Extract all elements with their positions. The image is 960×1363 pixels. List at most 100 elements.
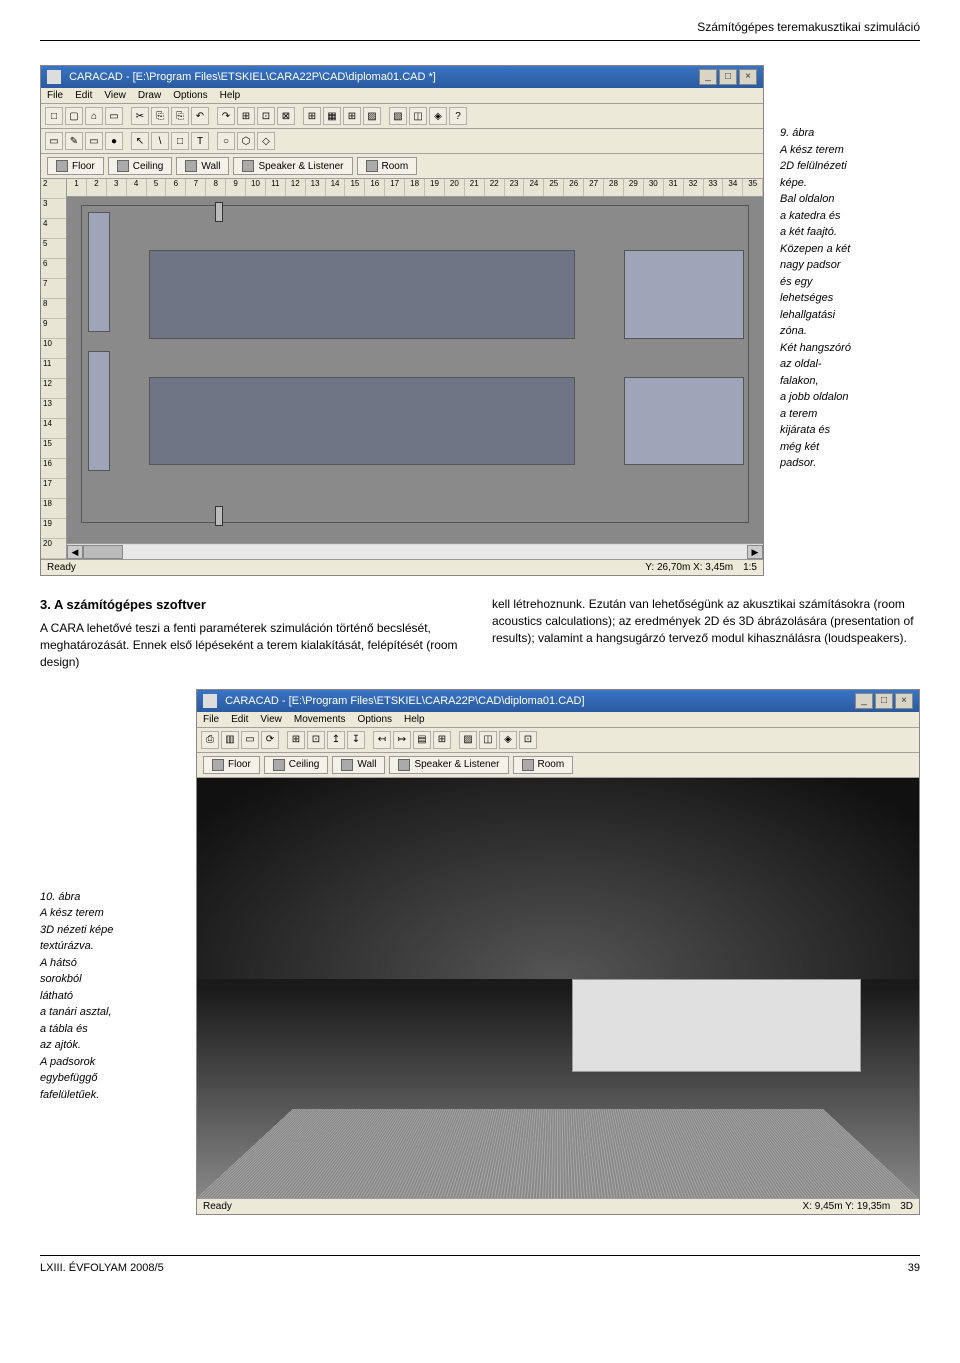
caption-line: Két hangszóró (780, 340, 920, 357)
toolbar-button[interactable]: ↖ (131, 132, 149, 150)
toolbar-button[interactable]: ⟳ (261, 731, 279, 749)
menu-file[interactable]: File (203, 714, 219, 725)
floor-3d (197, 1108, 919, 1197)
toolbar-button[interactable]: ▧ (389, 107, 407, 125)
toolbar-button[interactable]: ✂ (131, 107, 149, 125)
toolbar-button[interactable]: ◫ (409, 107, 427, 125)
menu-edit[interactable]: Edit (75, 90, 92, 101)
tab-floor[interactable]: Floor (203, 756, 260, 774)
canvas-3d[interactable] (197, 778, 919, 1198)
toolbar-button[interactable]: ↤ (373, 731, 391, 749)
ruler-tick: 7 (41, 279, 66, 299)
toolbar-button[interactable]: ◇ (257, 132, 275, 150)
menu-file[interactable]: File (47, 90, 63, 101)
minimize-button[interactable]: _ (699, 69, 717, 85)
toolbar-button[interactable]: ▨ (363, 107, 381, 125)
canvas-2d[interactable]: 234567891011121314151617181920 123456789… (41, 179, 763, 559)
close-button[interactable]: × (739, 69, 757, 85)
tab-wall[interactable]: Wall (332, 756, 385, 774)
toolbar-button[interactable]: ▭ (105, 107, 123, 125)
menu-draw[interactable]: Draw (138, 90, 161, 101)
toolbar-button[interactable]: ◈ (499, 731, 517, 749)
toolbar-button[interactable]: ⎙ (201, 731, 219, 749)
maximize-button[interactable]: □ (719, 69, 737, 85)
menu-edit[interactable]: Edit (231, 714, 248, 725)
toolbar-button[interactable]: ⊡ (519, 731, 537, 749)
ruler-tick: 14 (326, 179, 346, 196)
toolbar-button[interactable]: ▥ (221, 731, 239, 749)
ruler-tick: 15 (345, 179, 365, 196)
ruler-tick: 28 (604, 179, 624, 196)
toolbar-button[interactable]: ⊡ (307, 731, 325, 749)
menu-options[interactable]: Options (358, 714, 392, 725)
toolbar-button[interactable]: ↥ (327, 731, 345, 749)
scroll-track[interactable] (83, 545, 747, 559)
toolbar-button[interactable]: ◈ (429, 107, 447, 125)
caption-label: 10. ábra (40, 889, 180, 906)
floor-icon (212, 759, 224, 771)
toolbar-button[interactable]: ⊞ (287, 731, 305, 749)
toolbar-button[interactable]: ◫ (479, 731, 497, 749)
close-button[interactable]: × (895, 693, 913, 709)
toolbar-button[interactable]: ⊞ (303, 107, 321, 125)
status-zoom: 3D (900, 1201, 913, 1212)
ruler-tick: 29 (624, 179, 644, 196)
toolbar-button[interactable]: ⊞ (433, 731, 451, 749)
toolbar-button[interactable]: ⊡ (257, 107, 275, 125)
toolbar-button[interactable]: ▢ (65, 107, 83, 125)
caption-line: falakon, (780, 373, 920, 390)
tab-floor[interactable]: Floor (47, 157, 104, 175)
menu-help[interactable]: Help (404, 714, 425, 725)
toolbar-button[interactable]: ⎘ (171, 107, 189, 125)
page-header: Számítógépes teremakusztikai szimuláció (40, 20, 920, 41)
tab-room[interactable]: Room (513, 756, 574, 774)
scroll-left-button[interactable]: ◀ (67, 545, 83, 559)
floor-icon (56, 160, 68, 172)
menu-movements[interactable]: Movements (294, 714, 346, 725)
toolbar-button[interactable]: ✎ (65, 132, 83, 150)
menu-view[interactable]: View (104, 90, 126, 101)
toolbar-button[interactable]: T (191, 132, 209, 150)
toolbar-button[interactable]: ○ (217, 132, 235, 150)
toolbar-button[interactable]: □ (45, 107, 63, 125)
minimize-button[interactable]: _ (855, 693, 873, 709)
floorplan-view[interactable] (67, 197, 763, 543)
toolbar-button[interactable]: ⌂ (85, 107, 103, 125)
toolbar-button[interactable]: ⎘ (151, 107, 169, 125)
toolbar-button[interactable]: ⬡ (237, 132, 255, 150)
menu-help[interactable]: Help (220, 90, 241, 101)
toolbar-button[interactable]: ▭ (85, 132, 103, 150)
tab-speaker[interactable]: Speaker & Listener (233, 157, 352, 175)
toolbar-button[interactable]: ⊞ (237, 107, 255, 125)
toolbar-button[interactable]: ↧ (347, 731, 365, 749)
toolbar-button[interactable]: ▨ (459, 731, 477, 749)
scroll-right-button[interactable]: ▶ (747, 545, 763, 559)
toolbar-button[interactable]: □ (171, 132, 189, 150)
tab-room[interactable]: Room (357, 157, 418, 175)
tab-wall[interactable]: Wall (176, 157, 229, 175)
scroll-thumb[interactable] (83, 545, 123, 559)
tab-ceiling[interactable]: Ceiling (108, 157, 173, 175)
ruler-tick: 7 (186, 179, 206, 196)
toolbar-button[interactable]: ▭ (241, 731, 259, 749)
caption-line: a két faajtó. (780, 224, 920, 241)
toolbar-button[interactable]: ▭ (45, 132, 63, 150)
toolbar-button[interactable]: ↦ (393, 731, 411, 749)
toolbar-button[interactable]: ⊠ (277, 107, 295, 125)
toolbar-button[interactable]: ● (105, 132, 123, 150)
maximize-button[interactable]: □ (875, 693, 893, 709)
menu-options[interactable]: Options (173, 90, 207, 101)
room-icon (366, 160, 378, 172)
menu-view[interactable]: View (260, 714, 282, 725)
toolbar-button[interactable]: ⊞ (343, 107, 361, 125)
toolbar-button[interactable]: ↷ (217, 107, 235, 125)
toolbar-button[interactable]: ▤ (413, 731, 431, 749)
toolbar-button[interactable]: ↶ (191, 107, 209, 125)
toolbar-button[interactable]: \ (151, 132, 169, 150)
tab-ceiling[interactable]: Ceiling (264, 756, 329, 774)
ruler-tick: 6 (166, 179, 186, 196)
horizontal-scrollbar[interactable]: ◀ ▶ (67, 543, 763, 559)
toolbar-button[interactable]: ? (449, 107, 467, 125)
toolbar-button[interactable]: ▦ (323, 107, 341, 125)
tab-speaker[interactable]: Speaker & Listener (389, 756, 508, 774)
